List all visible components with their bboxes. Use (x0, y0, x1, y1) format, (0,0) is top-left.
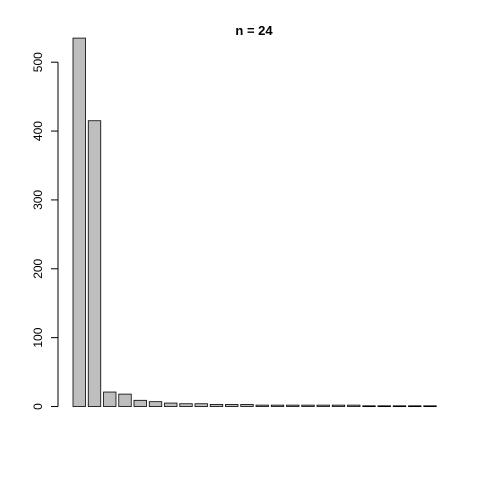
y-tick-label: 300 (31, 190, 45, 210)
bar (316, 404, 330, 407)
bar (286, 404, 300, 407)
bar (270, 404, 285, 407)
bar (362, 405, 376, 408)
bar (87, 120, 102, 407)
bar (148, 401, 163, 407)
bar (164, 402, 178, 407)
bar (408, 405, 422, 408)
bar (179, 403, 193, 407)
y-tick-label: 100 (31, 327, 45, 347)
y-axis: 0 100 200 300 400 500 (31, 52, 59, 410)
bar (240, 404, 254, 407)
bar (103, 391, 117, 407)
y-tick-label: 400 (31, 121, 45, 141)
bar (194, 403, 208, 407)
bar (423, 405, 437, 408)
bar (118, 393, 132, 407)
bar (225, 404, 239, 407)
bar (392, 405, 407, 408)
bars (72, 37, 437, 408)
bar (209, 404, 224, 407)
y-tick-label: 0 (31, 403, 45, 410)
y-tick-label: 500 (31, 52, 45, 72)
bar (301, 404, 315, 407)
chart-title: n = 24 (235, 23, 273, 38)
bar (255, 404, 269, 407)
y-tick-label: 200 (31, 258, 45, 278)
bar (377, 405, 391, 408)
bar (331, 404, 346, 407)
bar (133, 399, 147, 407)
bar (72, 37, 86, 407)
bar (347, 404, 361, 407)
